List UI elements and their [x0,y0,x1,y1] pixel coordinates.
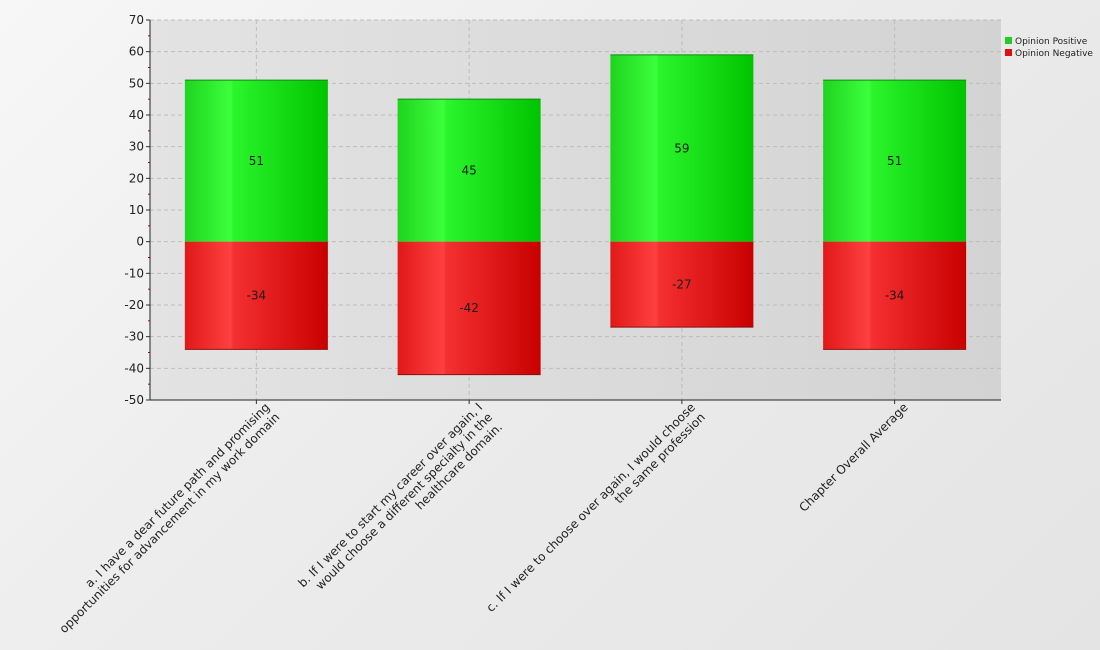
x-category-label-line: would choose a different specialty in th… [313,410,495,592]
legend-swatch [1005,49,1012,56]
y-tick-label: -20 [124,298,144,312]
data-label-positive: 59 [674,141,689,155]
data-label-negative: -34 [247,289,267,303]
x-category-label-line: Chapter Overall Average [796,400,910,514]
data-label-negative: -27 [672,277,692,291]
y-tick-label: -10 [124,266,144,280]
y-tick-label: -30 [124,330,144,344]
bar-negative [610,241,754,328]
y-tick-label: 60 [129,45,144,59]
y-tick-label: 50 [129,76,144,90]
legend-label: Opinion Negative [1015,49,1093,59]
data-label-positive: 51 [887,154,902,168]
y-tick-label: 30 [129,140,144,154]
y-tick-label: 0 [136,235,144,249]
bar-positive [823,80,967,242]
data-label-positive: 51 [249,154,264,168]
x-category-label-line: b. If I were to start my career over aga… [295,400,485,590]
x-category-label-line: c. If I were to choose over again, I wou… [484,400,698,614]
y-tick-label: 40 [129,108,144,122]
legend: Opinion Positive Opinion Negative [1005,37,1093,59]
data-label-negative: -34 [885,289,905,303]
y-tick-label: 70 [129,13,144,27]
x-category-label: Chapter Overall Average [796,400,910,514]
data-label-negative: -42 [459,301,479,315]
x-category-label-line: opportunities for advancement in my work… [57,410,283,636]
x-category-label-line: a. I have a dear future path and promisi… [82,400,272,590]
x-category-label: b. If I were to start my career over aga… [295,400,505,592]
y-tick-label: 20 [129,171,144,185]
y-tick-label: 10 [129,203,144,217]
bar-negative [397,241,541,375]
x-category-label: a. I have a dear future path and promisi… [57,400,283,636]
bar-positive [610,54,754,242]
x-category-label-line: the same profession [612,410,708,506]
bar-positive [397,99,541,242]
y-tick-label: -40 [124,361,144,375]
y-tick-label: -50 [124,393,144,407]
legend-swatch [1005,37,1012,44]
data-label-positive: 45 [461,163,476,177]
bar-negative [184,241,328,350]
x-category-label: c. If I were to choose over again, I wou… [484,400,708,614]
bar-positive [184,80,328,242]
legend-label: Opinion Positive [1015,37,1088,47]
bar-negative [823,241,967,350]
